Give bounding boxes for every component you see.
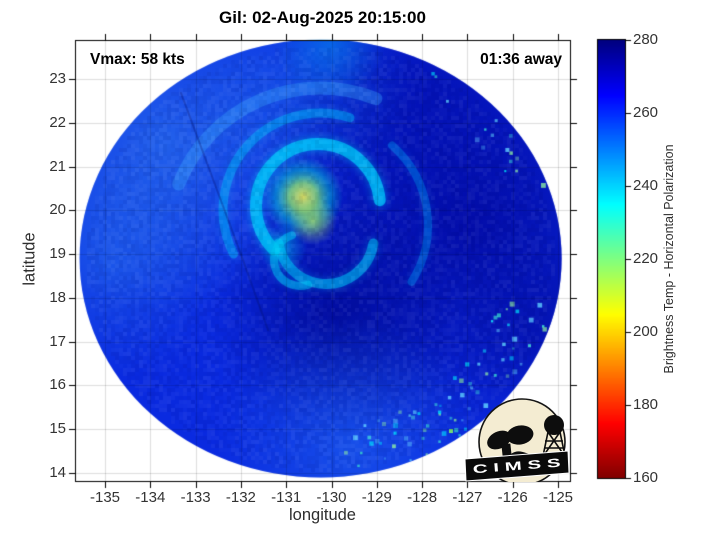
y-tick-label: 16 bbox=[49, 376, 66, 394]
colorbar-tick-label: 160 bbox=[633, 469, 659, 486]
colorbar-tick-label: 280 bbox=[633, 31, 659, 48]
y-tick-label: 15 bbox=[49, 420, 66, 438]
dish-pedestal bbox=[501, 443, 512, 459]
x-tick-label: -133 bbox=[180, 489, 211, 506]
y-tick-label: 23 bbox=[49, 70, 66, 87]
x-tick-label: -129 bbox=[361, 489, 392, 506]
y-tick-label: 18 bbox=[49, 288, 66, 306]
y-tick-label: 20 bbox=[49, 201, 66, 219]
x-tick-label: -130 bbox=[316, 489, 347, 506]
x-tick-label: -135 bbox=[89, 489, 121, 506]
x-tick-label: -134 bbox=[135, 489, 166, 506]
colorbar-tick-label: 180 bbox=[633, 396, 659, 413]
x-axis-label: longitude bbox=[289, 506, 356, 524]
water-tower-icon bbox=[544, 415, 564, 435]
colorbar-tick-label: 260 bbox=[633, 104, 659, 121]
x-tick-label: -126 bbox=[497, 489, 528, 506]
logo-banner bbox=[464, 450, 570, 482]
y-tick-label: 14 bbox=[49, 464, 66, 482]
colorbar-tick-label: 240 bbox=[633, 177, 659, 194]
x-tick-label: -127 bbox=[452, 489, 483, 506]
y-tick-label: 21 bbox=[49, 157, 66, 175]
x-tick-label: -125 bbox=[542, 489, 574, 506]
x-tick-label: -131 bbox=[271, 489, 302, 506]
y-tick-label: 17 bbox=[49, 332, 66, 350]
y-tick-label: 22 bbox=[49, 113, 66, 131]
water-tower-legs bbox=[542, 431, 566, 457]
colorbar-tick-label: 200 bbox=[633, 323, 659, 340]
logo-text: C I M S S bbox=[472, 456, 561, 477]
eta-annotation: 01:36 away bbox=[480, 51, 562, 68]
colorbar-tick-label: 220 bbox=[633, 250, 659, 267]
y-tick-label: 19 bbox=[49, 245, 66, 263]
vmax-annotation: Vmax: 58 kts bbox=[90, 51, 185, 68]
x-tick-label: -132 bbox=[225, 489, 256, 506]
plot-title: Gil: 02-Aug-2025 20:15:00 bbox=[219, 8, 426, 27]
x-tick-label: -128 bbox=[407, 489, 438, 506]
cimss-logo: C I M S S bbox=[464, 398, 570, 482]
satellite-dish-icon bbox=[506, 425, 534, 445]
